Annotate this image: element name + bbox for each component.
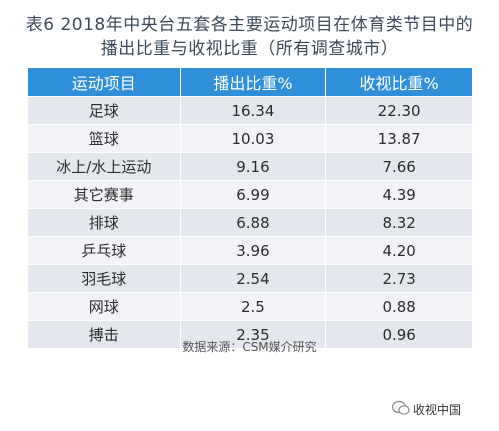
table-cell: 4.39	[325, 180, 473, 209]
table-cell: 0.96	[325, 320, 473, 349]
table-cell: 7.66	[325, 152, 473, 181]
table-cell: 22.30	[325, 96, 473, 125]
table-cell: 9.16	[179, 152, 327, 181]
table-cell: 搏击	[27, 320, 181, 349]
table-row: 羽毛球 2.54 2.73	[27, 264, 473, 293]
table-row: 冰上/水上运动 9.16 7.66	[27, 152, 473, 181]
table-cell: 排球	[27, 208, 181, 237]
table-row: 排球 6.88 8.32	[27, 208, 473, 237]
table-row: 搏击 2.35 0.96	[27, 320, 473, 349]
table-row: 足球 16.34 22.30	[27, 96, 473, 125]
header-cell: 收视比重%	[325, 67, 473, 97]
table-cell: 网球	[27, 292, 181, 321]
table-cell: 16.34	[179, 96, 327, 125]
table-cell: 8.32	[325, 208, 473, 237]
table-cell: 2.5	[179, 292, 327, 321]
table-cell: 足球	[27, 96, 181, 125]
table-cell: 3.96	[179, 236, 327, 265]
table-cell: 0.88	[325, 292, 473, 321]
wechat-icon	[392, 400, 410, 415]
header-cell: 运动项目	[27, 67, 181, 97]
table-cell: 2.73	[325, 264, 473, 293]
title-line: 播出比重与收视比重（所有调查城市）	[100, 39, 399, 59]
brand: 收视中国	[413, 403, 462, 417]
table-cell: 2.54	[179, 264, 327, 293]
table-row: 网球 2.5 0.88	[27, 292, 473, 321]
table-cell: 10.03	[179, 124, 327, 153]
data-table: 运动项目 播出比重% 收视比重% 足球 16.34 22.30 篮球 10.03 13.87 冰…	[27, 67, 473, 349]
table-cell: 篮球	[27, 124, 181, 153]
header-row: 运动项目 播出比重% 收视比重%	[27, 67, 473, 97]
table-body: 足球 16.34 22.30 篮球 10.03 13.87 冰上/水上运动 9.16 7.66 其…	[27, 96, 473, 349]
table-cell: 其它赛事	[27, 180, 181, 209]
table-row: 篮球 10.03 13.87	[27, 124, 473, 153]
table-cell: 4.20	[325, 236, 473, 265]
table-cell: 6.99	[179, 180, 327, 209]
table-cell: 冰上/水上运动	[27, 152, 181, 181]
table-cell: 6.88	[179, 208, 327, 237]
table-row: 其它赛事 6.99 4.39	[27, 180, 473, 209]
table-cell: 乒乓球	[27, 236, 181, 265]
table-row: 乒乓球 3.96 4.20	[27, 236, 473, 265]
table-cell: 羽毛球	[27, 264, 181, 293]
table-cell: 13.87	[325, 124, 473, 153]
title-line: 表6 2018年中央台五套各主要运动项目在体育类节目中的	[25, 15, 474, 35]
header-cell: 播出比重%	[179, 67, 327, 97]
source-note: 数据来源：CSM媒介研究	[182, 340, 317, 354]
